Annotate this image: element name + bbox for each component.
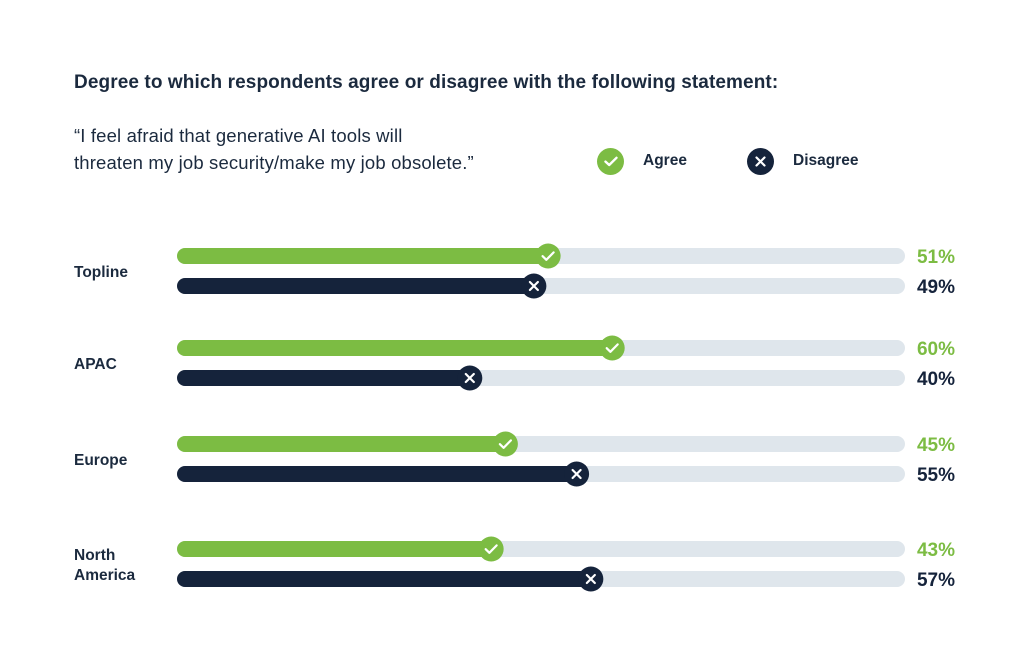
bar (177, 370, 470, 386)
chart-title: Degree to which respondents agree or dis… (74, 72, 779, 93)
statement-quote: “I feel afraid that generative AI tools … (74, 122, 594, 176)
bar (177, 248, 549, 264)
bar-group: APAC 60% 40% (74, 335, 955, 391)
category-label: America (74, 567, 136, 584)
category-label: Europe (74, 452, 128, 469)
x-icon (457, 365, 483, 391)
legend-item-disagree: Disagree (747, 147, 858, 175)
x-icon (564, 461, 590, 487)
bar-group: Topline 51% 49% (74, 243, 955, 299)
bar (177, 436, 506, 452)
data-label: 40% (917, 369, 955, 390)
statement-line: threaten my job security/make my job obs… (74, 152, 474, 173)
data-label: 60% (917, 339, 955, 360)
x-icon (521, 273, 547, 299)
check-icon (492, 431, 518, 457)
bar-group: Europe 45% 55% (74, 431, 955, 487)
data-label: 49% (917, 277, 955, 298)
category-label: North (74, 547, 115, 564)
bar (177, 541, 492, 557)
legend-label: Disagree (793, 152, 859, 169)
legend-label: Agree (643, 152, 687, 169)
data-label: 45% (917, 435, 955, 456)
data-label: 51% (917, 247, 955, 268)
bar (177, 278, 534, 294)
statement-line: “I feel afraid that generative AI tools … (74, 125, 403, 146)
data-label: 57% (917, 570, 955, 591)
legend-item-agree: Agree (597, 147, 687, 175)
x-icon (578, 566, 604, 592)
check-icon (535, 243, 561, 269)
bar-group: North America 43% 57% (74, 536, 955, 592)
bar (177, 466, 577, 482)
category-label: Topline (74, 264, 128, 281)
category-label: APAC (74, 356, 117, 373)
x-icon (747, 147, 774, 175)
bar (177, 571, 591, 587)
check-icon (478, 536, 504, 562)
data-label: 43% (917, 540, 955, 561)
bar (177, 340, 613, 356)
check-icon (599, 335, 625, 361)
data-label: 55% (917, 465, 955, 486)
check-icon (597, 147, 624, 175)
